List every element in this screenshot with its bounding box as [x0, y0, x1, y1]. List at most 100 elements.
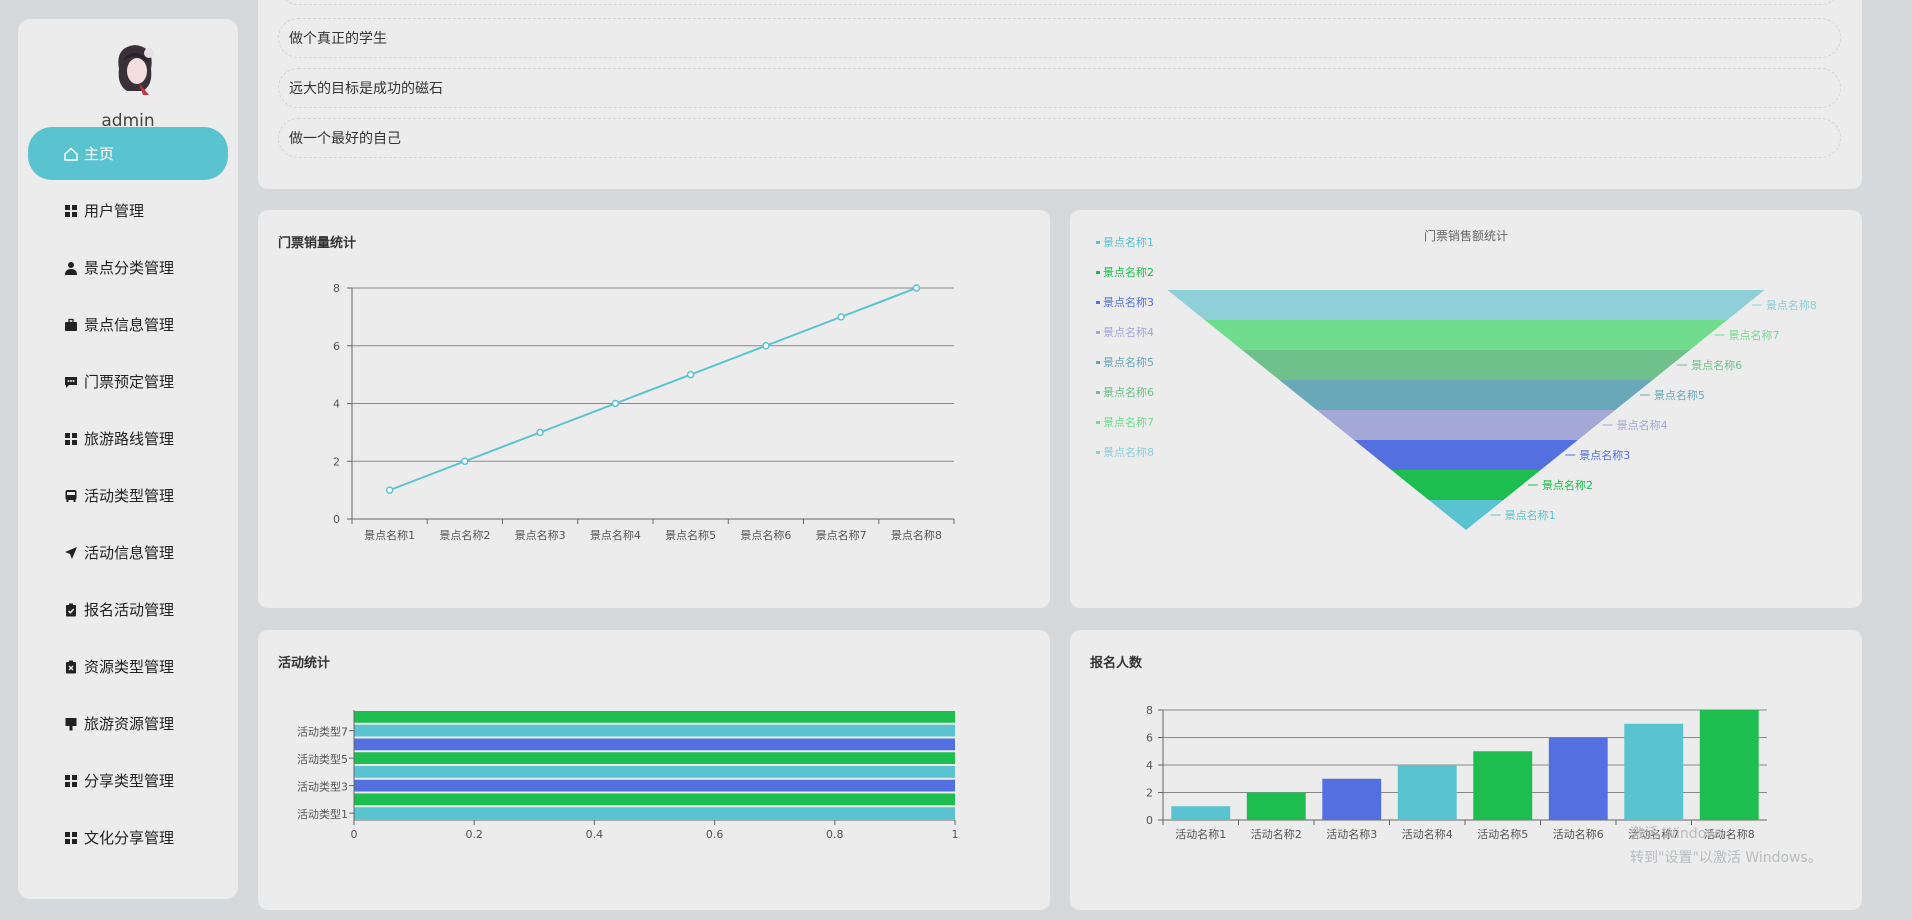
data-point — [461, 457, 469, 465]
activity-stats-chart: 活动类型1 活动类型3 活动类型5 活动类型7 0 0.2 0.4 0.6 0.8 1 — [297, 710, 959, 841]
quote-item: 做个真正的学生 — [278, 18, 1841, 58]
sidebar-item[interactable]: 活动类型管理 — [28, 469, 228, 522]
legend-marker — [1096, 331, 1100, 334]
data-point — [536, 428, 544, 437]
bar — [1397, 765, 1457, 820]
sidebar-item[interactable]: 用户管理 — [28, 184, 228, 237]
bar — [354, 711, 955, 723]
ticket-revenue-chart: 门票销售额统计景点名称1景点名称2景点名称3景点名称4景点名称5景点名称6景点名… — [1096, 228, 1817, 530]
x-tick-label: 活动名称7 — [1628, 827, 1679, 841]
x-tick-label: 0 — [351, 828, 358, 841]
funnel-segment — [1391, 470, 1541, 500]
legend-item: 景点名称8 — [1103, 445, 1154, 459]
x-tick-label: 景点名称2 — [439, 528, 490, 542]
avatar[interactable] — [109, 39, 161, 97]
bar — [354, 807, 955, 819]
funnel-segment — [1316, 410, 1616, 440]
x-tick-label: 0.8 — [826, 828, 844, 841]
y-tick-label: 0 — [1146, 814, 1153, 827]
sidebar-item[interactable]: 报名活动管理 — [28, 583, 228, 636]
sidebar-item[interactable]: 门票预定管理 — [28, 355, 228, 408]
windows-activation-watermark: 激活 Windows 转到"设置"以激活 Windows。 — [1630, 822, 1822, 870]
user-icon — [62, 259, 80, 277]
sidebar: admin 主页用户管理 景点分类管理 景点信息管理 门票预定管理旅游路线管理 活动类型… — [18, 19, 238, 899]
quote-item-partial — [278, 0, 1841, 5]
sidebar-item-label: 活动信息管理 — [84, 544, 175, 562]
y-tick-label: 8 — [333, 282, 340, 295]
sidebar-item-label: 旅游资源管理 — [84, 715, 175, 733]
sidebar-item-label: 报名活动管理 — [84, 601, 175, 619]
sidebar-item[interactable]: 主页 — [28, 127, 228, 180]
y-tick-label: 6 — [1146, 732, 1153, 745]
sidebar-item-label: 主页 — [84, 145, 115, 163]
sidebar-item-label: 活动类型管理 — [84, 487, 175, 505]
funnel-segment — [1354, 440, 1578, 470]
bus-icon — [62, 487, 80, 505]
data-point — [385, 486, 394, 494]
data-point — [837, 313, 845, 321]
y-tick-label: 活动类型5 — [297, 752, 348, 766]
username: admin — [101, 111, 155, 131]
legend-marker — [1096, 271, 1100, 274]
data-point — [762, 342, 770, 350]
home-icon — [62, 145, 80, 163]
sidebar-item[interactable]: 分享类型管理 — [28, 754, 228, 807]
watermark-line: 转到"设置"以激活 Windows。 — [1630, 850, 1822, 866]
funnel-label: 景点名称5 — [1654, 388, 1705, 402]
x-tick-label: 景点名称3 — [515, 528, 566, 542]
bar — [354, 724, 955, 737]
send-icon — [62, 544, 80, 562]
signup-count-chart: 0 2 4 6 8 活动名称1 活动名称2 活动名称3 活动名称4 活动名称5 活动名称6 活动名称7… — [1146, 704, 1767, 841]
bar — [354, 793, 955, 806]
x-tick-label: 景点名称4 — [590, 528, 641, 542]
sidebar-item[interactable]: 旅游路线管理 — [28, 412, 228, 465]
y-tick-label: 0 — [333, 513, 340, 526]
data-point — [912, 284, 921, 292]
legend-marker — [1096, 361, 1100, 364]
bar — [1699, 710, 1759, 820]
chart-title: 报名人数 — [1090, 656, 1143, 671]
sidebar-item[interactable]: 景点信息管理 — [28, 298, 228, 351]
clipboard-check-icon — [62, 601, 80, 619]
sidebar-item[interactable]: 景点分类管理 — [28, 241, 228, 294]
sidebar-item-label: 文化分享管理 — [84, 829, 175, 847]
funnel-label: 景点名称2 — [1542, 478, 1593, 492]
sidebar-item-label: 旅游路线管理 — [84, 430, 175, 448]
x-tick-label: 1 — [952, 828, 959, 841]
x-tick-label: 景点名称6 — [740, 528, 791, 542]
x-tick-label: 活动名称5 — [1477, 827, 1528, 841]
legend-marker — [1096, 421, 1100, 424]
y-tick-label: 6 — [333, 340, 340, 353]
funnel-label: 景点名称7 — [1729, 328, 1780, 342]
sidebar-item[interactable]: 旅游资源管理 — [28, 697, 228, 750]
quote-item: 远大的目标是成功的磁石 — [278, 68, 1841, 108]
sidebar-item-label: 分享类型管理 — [84, 772, 175, 790]
funnel-label: 景点名称8 — [1766, 298, 1817, 312]
grid-icon — [62, 829, 80, 847]
activity-stats-card: 活动统计 活动类型1 活动类型3 活动类型5 活动类型7 0 0.2 0.4 0.6 0.8 1 — [258, 630, 1050, 910]
signup-count-card: 报名人数 0 2 4 6 8 活动名称1 活动名称2 活动名称3 活动名称4 活动名称5 活动名称6… — [1070, 630, 1862, 910]
chat-icon — [62, 373, 80, 391]
bar — [1624, 723, 1684, 820]
sidebar-item[interactable]: 资源类型管理 — [28, 640, 228, 693]
x-tick-label: 活动名称3 — [1326, 827, 1377, 841]
x-tick-label: 景点名称7 — [816, 528, 867, 542]
legend-item: 景点名称4 — [1103, 325, 1154, 339]
x-tick-label: 活动名称8 — [1704, 827, 1755, 841]
sidebar-item[interactable]: 文化分享管理 — [28, 811, 228, 864]
data-point — [611, 399, 620, 408]
bar — [1171, 806, 1231, 820]
legend-marker — [1096, 391, 1100, 394]
sidebar-menu: 主页用户管理 景点分类管理 景点信息管理 门票预定管理旅游路线管理 活动类型管理 活动信息… — [28, 127, 228, 868]
legend-item: 景点名称7 — [1103, 415, 1154, 429]
sidebar-item[interactable]: 活动信息管理 — [28, 526, 228, 579]
ticket-sales-chart: 0 2 4 6 8 景点名称1 景点名称2 景点名称3 景点名称4 景点名称5 景点名称6 景点名称7… — [333, 282, 955, 542]
y-tick-label: 2 — [1146, 787, 1153, 800]
legend-item: 景点名称1 — [1103, 235, 1154, 249]
funnel-segment — [1204, 320, 1728, 350]
x-tick-label: 0.6 — [706, 828, 724, 841]
quote-item: 做一个最好的自己 — [278, 118, 1841, 158]
funnel-segment — [1167, 290, 1765, 320]
legend-item: 景点名称6 — [1103, 385, 1154, 399]
funnel-label: 景点名称6 — [1691, 358, 1742, 372]
